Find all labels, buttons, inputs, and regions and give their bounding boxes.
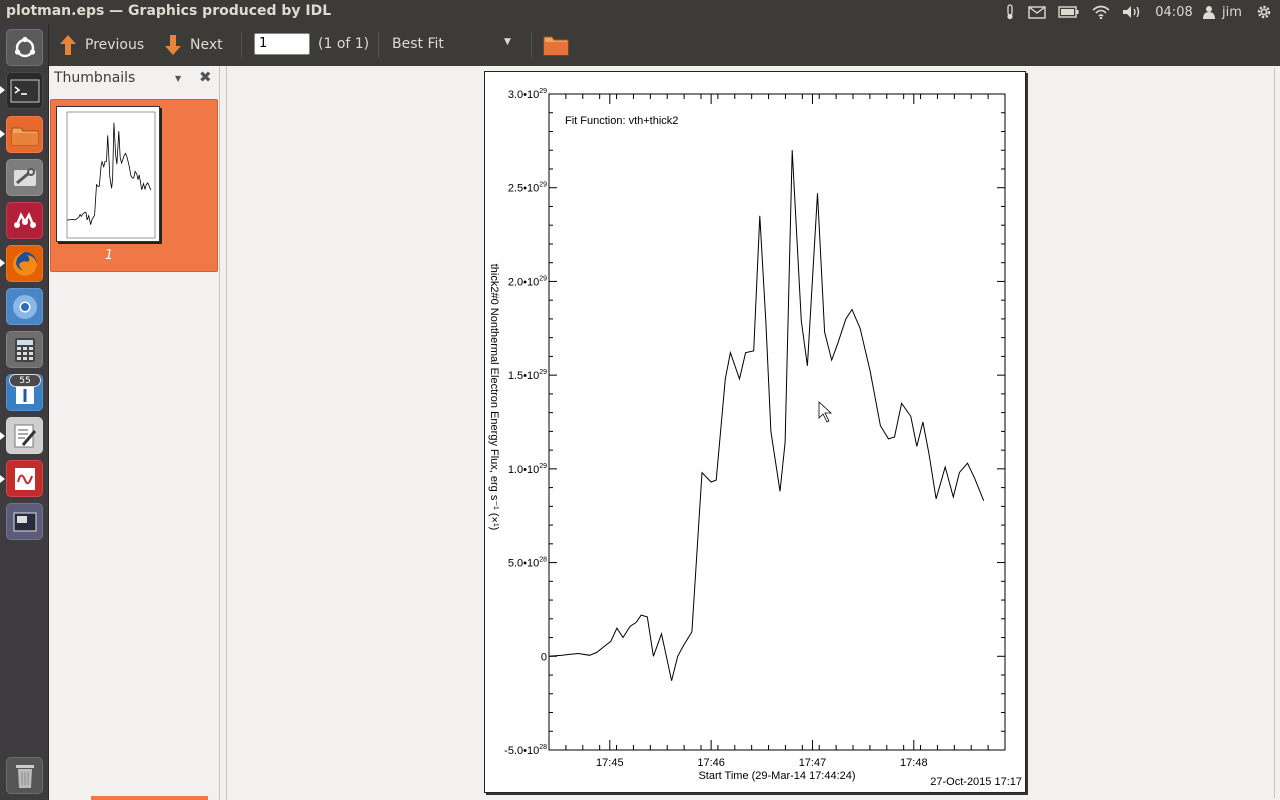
y-tick-label: 5.0•1028 — [508, 557, 547, 570]
next-label: Next — [190, 37, 223, 53]
chromium-icon[interactable] — [6, 288, 43, 325]
document-viewer-icon[interactable] — [6, 460, 43, 497]
plot-chart: -5.0•1028 0 5.0•1028 1.0•1029 1.5•1029 2.0•10… — [488, 88, 1022, 788]
user-icon — [1202, 0, 1216, 24]
user-name[interactable]: jim — [1222, 4, 1242, 20]
y-tick-label: 0 — [541, 651, 547, 663]
thumbnail-plot — [66, 111, 156, 239]
next-button[interactable]: Next — [164, 31, 223, 59]
sidebar-dropdown-icon[interactable]: ▼ — [175, 74, 182, 83]
chart-title: Fit Function: vth+thick2 — [565, 115, 678, 127]
wifi-icon[interactable] — [1090, 0, 1112, 24]
page-count: (1 of 1) — [318, 36, 370, 52]
thumbnail-image — [56, 106, 160, 242]
x-tick-label: 17:46 — [697, 757, 725, 769]
sidebar-header: Thumbnails ▼ ✖ — [49, 66, 220, 92]
document-page: -5.0•1028 0 5.0•1028 1.0•1029 1.5•1029 2.0•10… — [484, 71, 1026, 793]
arrow-down-icon — [165, 35, 181, 55]
y-tick-label: 1.0•1029 — [508, 463, 547, 476]
zoom-select[interactable]: Best Fit ▼ — [384, 33, 521, 57]
close-icon[interactable]: ✖ — [199, 68, 212, 86]
mendeley-icon[interactable] — [6, 202, 43, 239]
notification-badge: 55 — [9, 374, 41, 387]
x-axis-label: Start Time (29-Mar-14 17:44:24) — [698, 770, 855, 782]
document-area: -5.0•1028 0 5.0•1028 1.0•1029 1.5•1029 2.0•10… — [226, 66, 1280, 800]
volume-icon[interactable] — [1121, 0, 1143, 24]
x-tick-label: 17:45 — [596, 757, 624, 769]
sidebar-scrollbar[interactable] — [91, 796, 208, 800]
ubuntu-dash-icon[interactable] — [6, 29, 43, 66]
launcher: 55 — [0, 24, 49, 800]
previous-button[interactable]: Previous — [59, 31, 144, 59]
files-icon[interactable] — [6, 116, 43, 153]
top-panel: plotman.eps — Graphics produced by IDL 0… — [0, 0, 1280, 24]
page-number-input[interactable]: 1 — [254, 33, 310, 55]
thumbnail-number: 1 — [104, 248, 114, 263]
thumbnail-page-1[interactable]: 1 — [50, 99, 218, 272]
y-tick-label: 3.0•1029 — [508, 88, 547, 101]
sidebar: Thumbnails ▼ ✖ 1 — [49, 66, 220, 800]
y-tick-label: 2.0•1029 — [508, 275, 547, 288]
zoom-value: Best Fit — [392, 36, 444, 52]
terminal-icon[interactable] — [6, 72, 43, 109]
mouse-cursor — [818, 401, 833, 423]
folder-icon — [543, 36, 569, 56]
arrow-up-icon — [60, 35, 76, 55]
sidebar-title: Thumbnails — [54, 70, 136, 86]
open-folder-button[interactable] — [543, 34, 569, 60]
y-tick-label: 1.5•1029 — [508, 369, 547, 382]
window-title: plotman.eps — Graphics produced by IDL — [6, 3, 332, 19]
previous-label: Previous — [85, 37, 145, 53]
thermometer-icon[interactable] — [1000, 0, 1020, 24]
document-scrollbar[interactable] — [1274, 68, 1280, 798]
calculator-icon[interactable] — [6, 331, 43, 368]
trash-icon[interactable] — [6, 757, 43, 794]
firefox-icon[interactable] — [6, 245, 43, 282]
y-tick-label: -5.0•1028 — [504, 744, 547, 757]
battery-icon[interactable] — [1057, 0, 1081, 24]
toolbar: Previous Next 1 (1 of 1) Best Fit ▼ — [49, 24, 1280, 66]
clock[interactable]: 04:08 — [1155, 4, 1193, 20]
workspace-switcher-icon[interactable] — [6, 503, 43, 540]
gear-icon[interactable] — [1254, 0, 1274, 24]
y-axis-label: thick2#0 Nonthermal Electron Energy Flux… — [488, 264, 500, 531]
system-settings-icon[interactable] — [6, 159, 43, 196]
data-series-line — [548, 150, 985, 681]
text-editor-icon[interactable] — [6, 417, 43, 454]
chevron-down-icon: ▼ — [504, 37, 511, 47]
y-tick-label: 2.5•1029 — [508, 182, 547, 195]
plot-footer-date: 27-Oct-2015 17:17 — [930, 776, 1022, 788]
x-tick-label: 17:48 — [900, 757, 928, 769]
plot-frame — [548, 93, 1006, 751]
x-tick-label: 17:47 — [799, 757, 827, 769]
mail-icon[interactable] — [1026, 0, 1048, 24]
